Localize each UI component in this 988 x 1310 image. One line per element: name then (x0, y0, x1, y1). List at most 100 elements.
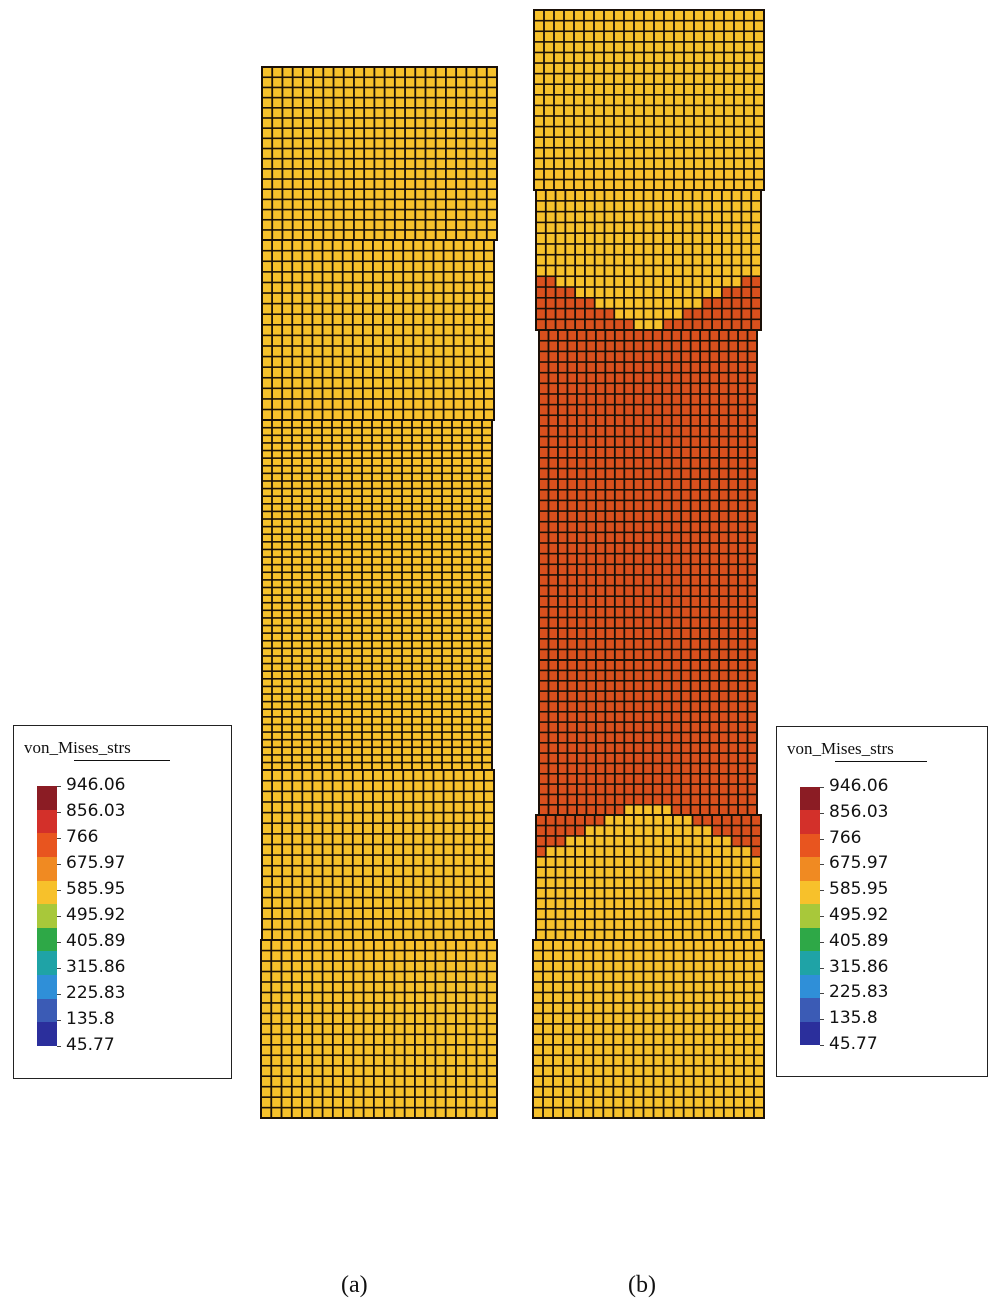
mesh-a-element (293, 190, 302, 199)
mesh-a-element (363, 802, 373, 812)
mesh-b-element (719, 618, 728, 628)
mesh-a-element (365, 128, 374, 138)
mesh-a-element (313, 240, 322, 250)
mesh-b-element (587, 543, 595, 553)
mesh-a-element (273, 230, 282, 240)
mesh-a-element (332, 474, 342, 481)
mesh-b-element (754, 951, 764, 961)
mesh-a-element (477, 982, 486, 992)
mesh-a-element (454, 802, 463, 812)
mesh-a-element (432, 451, 442, 458)
mesh-a-element (452, 428, 462, 435)
mesh-a-element (272, 611, 282, 618)
mesh-a-element (292, 588, 302, 595)
mesh-b-element (719, 469, 728, 479)
mesh-b-element (724, 1035, 733, 1045)
mesh-b-element (624, 982, 633, 992)
mesh-a-element (262, 389, 272, 399)
mesh-b-element (556, 320, 565, 330)
mesh-b-element (712, 190, 721, 201)
mesh-a-element (364, 1108, 373, 1118)
mesh-b-element (624, 212, 633, 222)
mesh-a-element (333, 834, 342, 844)
mesh-a-element (292, 717, 302, 724)
mesh-b-element (653, 597, 662, 607)
mesh-a-element (354, 1056, 363, 1065)
mesh-a-element (302, 702, 312, 709)
mesh-a-element (333, 272, 342, 282)
mesh-a-element (477, 200, 486, 209)
mesh-a-element (422, 656, 432, 663)
mesh-b-element (596, 405, 605, 415)
mesh-b-element (654, 1087, 663, 1097)
mesh-a-element (373, 887, 383, 897)
mesh-b-element (606, 628, 614, 639)
mesh-b-element (624, 233, 633, 244)
mesh-a-element (404, 877, 413, 887)
mesh-a-element (372, 664, 382, 671)
mesh-a-element (283, 378, 292, 388)
mesh-b-element (606, 543, 614, 553)
mesh-a-element (464, 930, 473, 940)
mesh-b-element (554, 32, 564, 42)
mesh-b-element (577, 554, 586, 564)
mesh-a-element (442, 458, 452, 465)
mesh-b-element (748, 660, 757, 670)
mesh-b-element (558, 743, 567, 753)
mesh-a-element (392, 633, 402, 640)
mesh-a-element (412, 702, 422, 709)
mesh-b-element (549, 533, 558, 543)
mesh-b-element (663, 733, 671, 742)
mesh-b-element (634, 1087, 643, 1097)
mesh-a-element (302, 755, 312, 762)
mesh-b-element (574, 42, 584, 52)
mesh-a-element (323, 866, 332, 876)
mesh-a-element (484, 346, 494, 356)
mesh-b-element (604, 993, 613, 1003)
mesh-b-element (672, 784, 681, 794)
mesh-b-element (634, 287, 643, 297)
mesh-b-element (719, 597, 728, 607)
mesh-a-element (332, 420, 342, 427)
mesh-b-element (724, 180, 734, 190)
mesh-a-element (312, 573, 322, 580)
mesh-b-element (584, 169, 594, 179)
mesh-a-element (404, 240, 413, 250)
mesh-a-element (442, 466, 452, 473)
mesh-a-element (472, 496, 482, 503)
mesh-b-element (554, 21, 564, 31)
mesh-b-element (734, 1077, 744, 1086)
mesh-b-element (596, 639, 605, 649)
mesh-a-element (272, 378, 282, 388)
mesh-b-element (596, 394, 605, 404)
mesh-b-element (596, 554, 605, 564)
mesh-a-element (484, 378, 494, 388)
mesh-b-element (585, 309, 594, 319)
mesh-b-element (684, 1003, 693, 1013)
mesh-a-element (472, 443, 482, 450)
mesh-a-element (402, 740, 412, 747)
mesh-b-element (738, 639, 747, 649)
mesh-b-element (624, 1045, 633, 1055)
mesh-a-element (362, 740, 372, 747)
mesh-a-element (385, 88, 394, 97)
mesh-a-element (372, 512, 382, 519)
mesh-b-element (634, 753, 643, 763)
mesh-b-element (614, 169, 624, 179)
mesh-a-element (293, 919, 302, 929)
mesh-a-element (334, 149, 343, 158)
mesh-b-element (574, 1003, 583, 1013)
mesh-a-element (323, 824, 332, 834)
mesh-b-element (653, 437, 662, 447)
mesh-a-element (354, 993, 363, 1003)
mesh-b-element (577, 722, 586, 732)
mesh-a-element (414, 919, 423, 929)
mesh-a-element (282, 1087, 291, 1097)
mesh-b-element (693, 836, 702, 846)
mesh-a-element (452, 565, 462, 572)
mesh-b-element (729, 660, 738, 670)
mesh-b-element (694, 1003, 703, 1013)
mesh-b-element (549, 607, 558, 617)
mesh-b-element (634, 784, 643, 794)
mesh-a-element (324, 139, 333, 148)
